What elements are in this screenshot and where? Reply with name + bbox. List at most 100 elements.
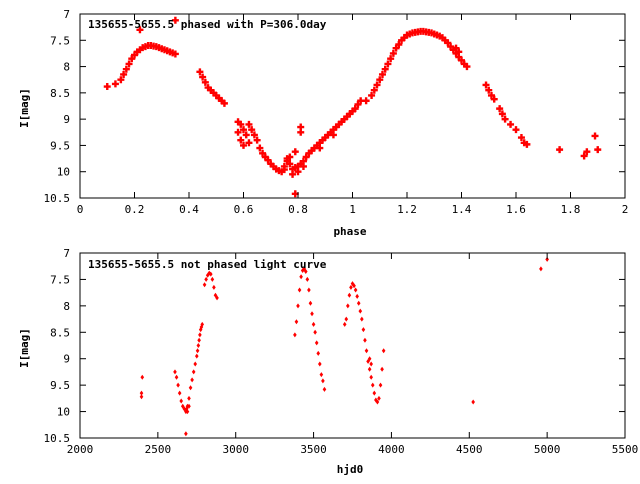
phased-data-point [384, 60, 392, 68]
unphased-data-point [358, 308, 363, 314]
unphased-data-point [173, 369, 177, 375]
phased-y-tick-label: 8.5 [50, 87, 70, 100]
phased-data-point [485, 86, 493, 94]
unphased-plot-title: 135655-5655.5 not phased light curve [88, 258, 327, 271]
unphased-data-point [380, 366, 384, 372]
unphased-data-point [202, 282, 207, 288]
phased-y-tick-label: 10.5 [44, 192, 71, 205]
unphased-axes: 2000 2500 3000 3500 4000 4500 5000 5500 7 7.5 8 8.5… [44, 247, 639, 456]
unphased-data-point [372, 390, 377, 396]
phased-data-point [242, 131, 250, 139]
unphased-data-point [179, 398, 184, 404]
unphased-data-point [367, 356, 372, 362]
unphased-data-point [198, 327, 203, 333]
unphased-data-point [307, 287, 311, 293]
phased-data-point [556, 146, 564, 154]
phased-data-point [490, 95, 498, 103]
phased-data-point [220, 99, 228, 107]
phased-data-point [580, 152, 588, 160]
unphased-y-tick-label: 7 [63, 247, 70, 260]
phased-data-point [283, 157, 291, 165]
phased-data-point [378, 70, 386, 78]
unphased-data-point [212, 284, 216, 290]
unphased-data-point [300, 267, 305, 273]
phased-data-point [245, 120, 253, 128]
unphased-plot-frame [79, 252, 626, 439]
unphased-data-point [342, 321, 347, 327]
unphased-data-point [322, 386, 327, 392]
phased-y-axis-label: I[mag] [18, 88, 31, 128]
phased-data-point [302, 153, 310, 161]
phased-data-point [482, 81, 490, 89]
phased-data-point [512, 126, 520, 134]
phased-data-point [286, 153, 294, 161]
phased-data-point [250, 131, 258, 139]
unphased-data-point [378, 382, 383, 388]
phased-y-tick-label: 7 [63, 8, 70, 21]
unphased-data-point [139, 390, 144, 396]
phased-data-point [234, 128, 242, 136]
phased-data-point [329, 131, 337, 139]
unphased-y-tick-label: 9.5 [50, 379, 70, 392]
unphased-data-point [193, 361, 198, 367]
unphased-data-point [364, 348, 369, 354]
unphased-data-point [539, 266, 543, 272]
unphased-data-point [293, 332, 297, 338]
unphased-data-point [314, 340, 319, 346]
phased-data-point [280, 162, 288, 170]
unphased-data-point [355, 293, 359, 299]
unphased-y-tick-label: 10.5 [44, 432, 71, 445]
unphased-data-point [215, 295, 219, 301]
unphased-data-point [185, 409, 190, 415]
unphased-data-point [191, 369, 196, 375]
phased-x-tick-label: 1 [349, 203, 356, 216]
phased-data-point [517, 134, 525, 142]
unphased-data-point [344, 316, 349, 322]
phased-data-point [253, 136, 261, 144]
unphased-data-point [369, 374, 373, 380]
unphased-data-point [187, 403, 191, 409]
unphased-data-point [196, 343, 201, 348]
unphased-data-point [313, 329, 317, 335]
phased-data-point [256, 144, 264, 152]
phased-data-point [201, 78, 209, 86]
unphased-data-point [346, 303, 350, 309]
phased-data-point [507, 120, 515, 128]
unphased-data-point [305, 276, 310, 282]
phased-x-tick-label: 0 [77, 203, 84, 216]
phased-x-tick-label: 1.4 [452, 203, 472, 216]
phased-data-point [389, 49, 397, 57]
unphased-data-point [204, 276, 208, 282]
phased-data-point [463, 63, 471, 71]
unphased-data-point [360, 316, 364, 322]
unphased-data-point [188, 385, 193, 391]
phased-data-point [240, 141, 247, 149]
unphased-light-curve-plot: 2000 2500 3000 3500 4000 4500 5000 5500 7 7.5 8 8.5… [18, 247, 638, 476]
phased-data-point [291, 148, 299, 156]
phased-data-point [171, 16, 179, 24]
unphased-y-axis-label: I[mag] [18, 328, 31, 368]
phased-data-point [171, 50, 179, 58]
phased-data-point [297, 123, 305, 131]
phased-data-point [111, 80, 119, 88]
unphased-data-point [471, 399, 475, 405]
phased-x-tick-label: 0.8 [288, 203, 308, 216]
phased-data-point [103, 83, 111, 91]
phased-data-point [299, 162, 307, 170]
unphased-data-point [369, 361, 373, 367]
phased-data-point [501, 115, 509, 123]
unphased-data-point [377, 395, 381, 401]
unphased-data-point [545, 256, 549, 262]
unphased-data-point [194, 353, 199, 359]
unphased-data-point [367, 366, 372, 372]
phased-data-point [381, 65, 389, 73]
unphased-y-tick-label: 8.5 [50, 326, 70, 339]
phased-x-tick-label: 2 [622, 203, 629, 216]
unphased-y-tick-label: 10 [57, 406, 70, 419]
unphased-data-point [176, 382, 180, 388]
phased-data-point [122, 65, 130, 73]
unphased-data-point [316, 350, 321, 356]
phased-data-point [259, 149, 267, 157]
unphased-data-point [353, 287, 358, 293]
unphased-x-tick-label: 3500 [300, 443, 327, 456]
